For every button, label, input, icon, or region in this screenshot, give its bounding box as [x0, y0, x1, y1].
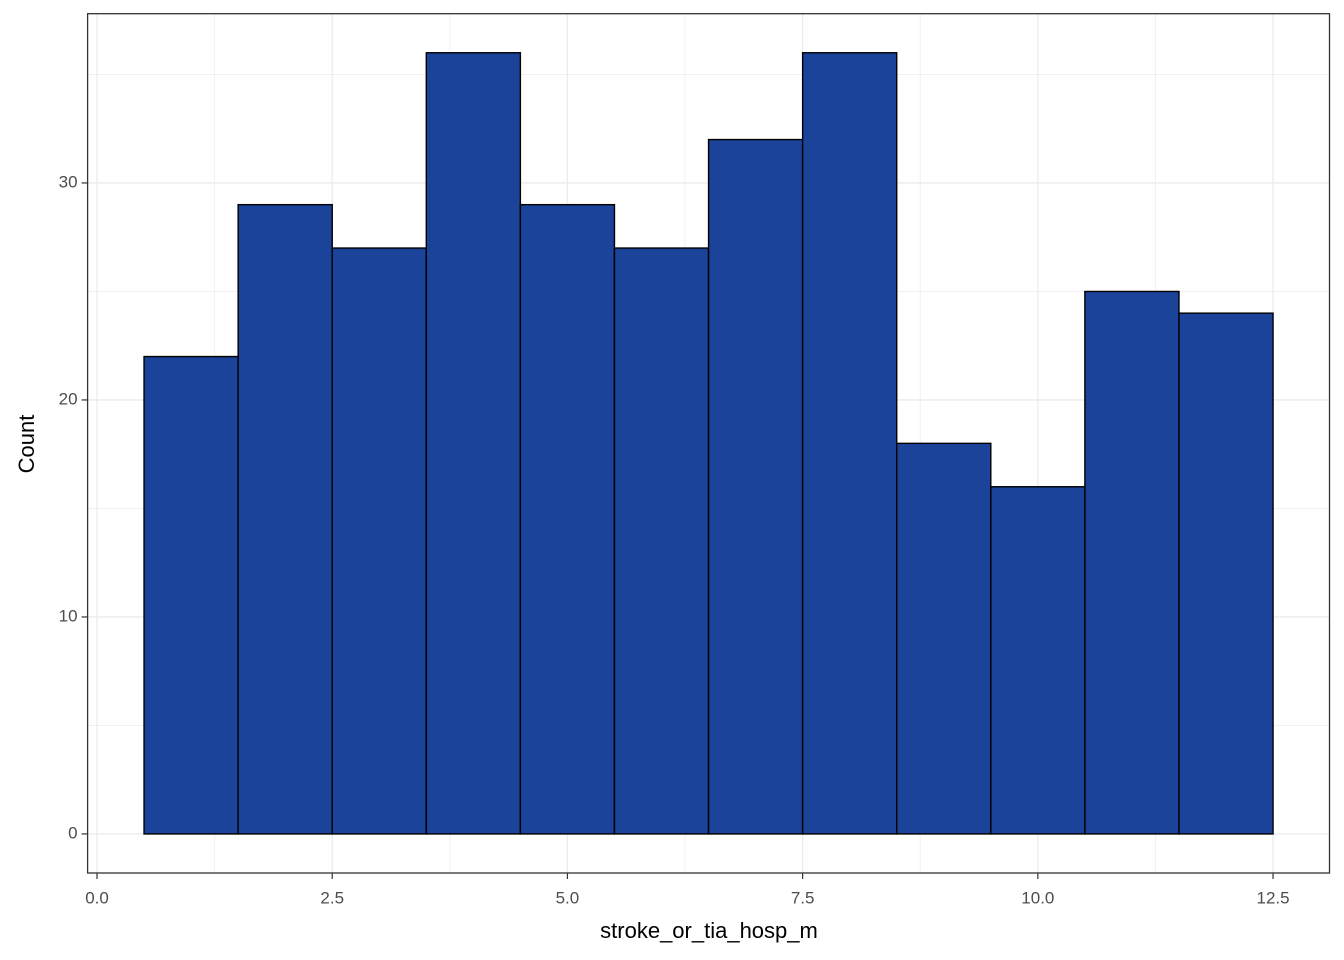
- bar: [519, 203, 616, 835]
- x-tick-label: 5.0: [556, 888, 580, 907]
- bar: [990, 486, 1086, 835]
- x-tick-label: 2.5: [320, 888, 344, 907]
- bar: [707, 138, 804, 835]
- x-tick-label: 12.5: [1257, 888, 1290, 907]
- y-tick-label: 0: [68, 823, 77, 842]
- y-axis-title: Count: [14, 415, 39, 474]
- y-tick-label: 30: [59, 172, 78, 191]
- x-tick-label: 10.0: [1021, 888, 1054, 907]
- bar: [425, 52, 522, 835]
- x-tick-label: 7.5: [791, 888, 815, 907]
- y-tick-label: 20: [59, 389, 78, 408]
- bar: [331, 247, 428, 835]
- bar: [896, 442, 992, 835]
- x-tick-label: 0.0: [85, 888, 109, 907]
- bar: [237, 203, 333, 835]
- x-axis-title: stroke_or_tia_hosp_m: [600, 918, 818, 943]
- panel-border: [86, 13, 1331, 874]
- y-tick-label: 10: [59, 606, 78, 625]
- bar: [143, 355, 239, 835]
- bar: [613, 247, 710, 835]
- bar: [801, 52, 898, 835]
- bar: [1084, 290, 1180, 835]
- bar: [1178, 312, 1274, 835]
